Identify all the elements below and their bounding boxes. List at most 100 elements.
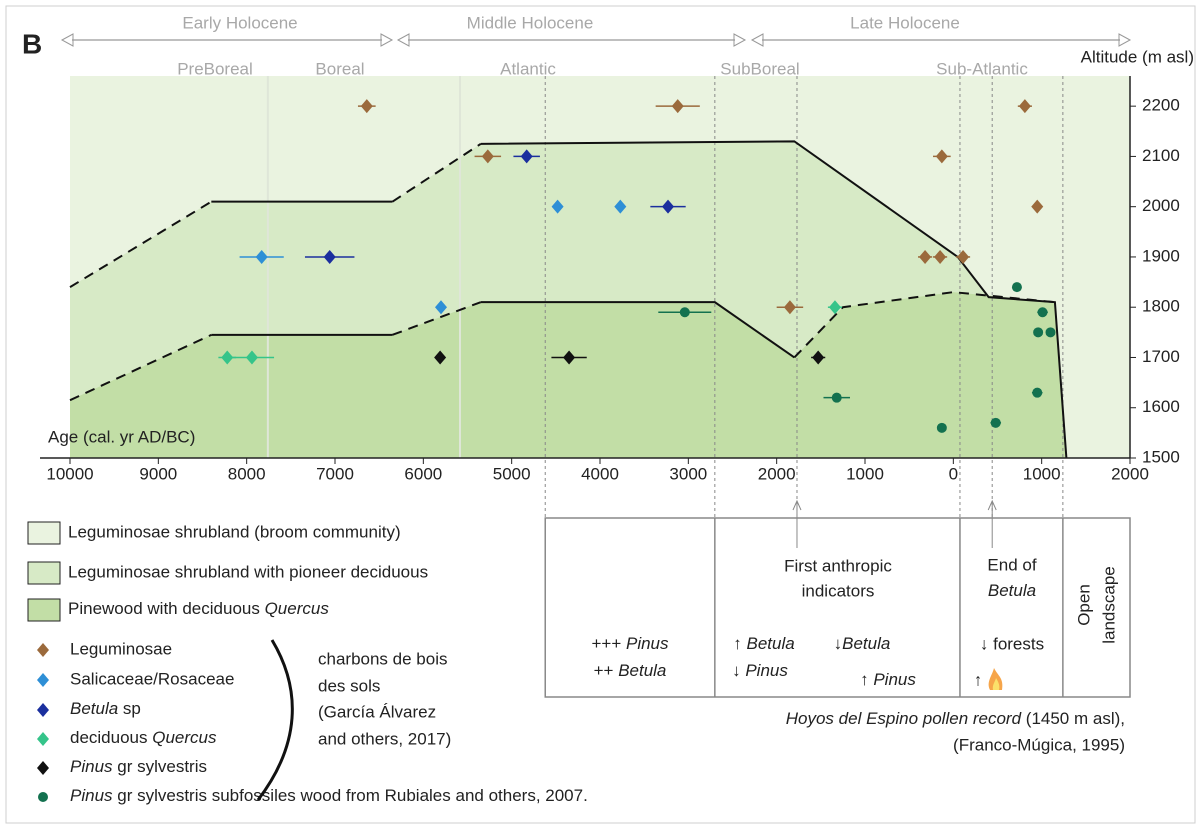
x-tick-label: 2000 [758, 464, 796, 483]
y-tick-label: 1900 [1142, 246, 1180, 265]
x-tick-label: 1000 [1023, 464, 1061, 483]
pollen-header: First anthropic [784, 556, 892, 575]
point [679, 307, 690, 318]
legend-label: Leguminosae [70, 639, 172, 658]
point [1037, 307, 1048, 318]
point [435, 300, 447, 315]
legend-label: Pinus gr sylvestris [70, 757, 207, 776]
x-tick-label: 1000 [846, 464, 884, 483]
y-axis-label: Altitude (m asl) [1081, 47, 1194, 66]
arrow-head [733, 33, 747, 47]
point [38, 792, 48, 802]
point [1031, 199, 1044, 214]
pollen-text: ++ Betula [594, 661, 667, 680]
legend-swatch [27, 561, 61, 585]
legend-label: Leguminosae shrubland with pioneer decid… [68, 562, 428, 581]
frame [5, 5, 1196, 824]
point [671, 99, 684, 114]
y-tick-label: 2200 [1142, 96, 1180, 115]
point [434, 350, 447, 365]
arrow-head [1118, 33, 1132, 47]
legend-swatch [27, 521, 61, 545]
legend-label: Betula sp [70, 699, 141, 718]
period-label: Late Holocene [850, 13, 960, 32]
point [936, 422, 947, 433]
x-tick-label: 7000 [316, 464, 354, 483]
panel-label: B [22, 28, 42, 59]
y-tick-label: 1800 [1142, 297, 1180, 316]
brace [256, 639, 294, 801]
arrow-head [792, 499, 802, 511]
point [934, 249, 947, 264]
point [37, 761, 49, 775]
point [662, 199, 675, 214]
legend-swatch [27, 598, 61, 622]
arrow-head [987, 499, 997, 511]
point [1032, 387, 1043, 398]
pollen-text: ↓Betula [834, 634, 891, 653]
point [37, 673, 49, 687]
point [1011, 282, 1022, 293]
point [481, 149, 494, 164]
pollen-caption: (Franco-Múgica, 1995) [953, 735, 1125, 754]
arrow-head [396, 33, 410, 47]
x-tick-label: 2000 [1111, 464, 1149, 483]
point [831, 392, 842, 403]
boundary-line [480, 140, 1068, 459]
x-tick-label: 0 [949, 464, 958, 483]
x-tick-label: 6000 [404, 464, 442, 483]
pollen-header: Open [1074, 584, 1093, 626]
legend-label: deciduous Quercus [70, 728, 217, 747]
boundary-line [69, 333, 212, 402]
y-tick-label: 2100 [1142, 146, 1180, 165]
point [919, 249, 932, 264]
fire-icon [992, 678, 1000, 690]
point [812, 350, 825, 365]
boundary-line [480, 301, 795, 359]
point [323, 249, 336, 264]
point [614, 199, 627, 214]
legend-group-label: (García Álvarez [318, 702, 436, 721]
legend-label: Pinewood with deciduous Quercus [68, 599, 329, 618]
point [935, 149, 948, 164]
point [255, 249, 268, 264]
point [37, 643, 49, 657]
point [957, 249, 970, 264]
pollen-text: ↑ Betula [733, 634, 794, 653]
pollen-text: ↑ [974, 670, 983, 689]
legend-group-label: des sols [318, 676, 380, 695]
legend-label: Leguminosae shrubland (broom community) [68, 522, 401, 541]
x-tick-label: 4000 [581, 464, 619, 483]
legend-label: Pinus gr sylvestris subfossiles wood fro… [70, 786, 588, 805]
legend-group-label: and others, 2017) [318, 729, 451, 748]
pollen-text: +++ Pinus [591, 634, 669, 653]
subperiod-label: PreBoreal [177, 59, 253, 78]
region-pinewood [70, 292, 1067, 458]
legend-group-label: charbons de bois [318, 649, 447, 668]
x-tick-label: 5000 [493, 464, 531, 483]
subperiod-label: SubBoreal [720, 59, 799, 78]
subperiod-label: Atlantic [500, 59, 556, 78]
point [551, 199, 564, 214]
pollen-caption: Hoyos del Espino pollen record (1450 m a… [786, 709, 1125, 728]
pollen-header: Betula [988, 581, 1036, 600]
point [828, 300, 841, 315]
pollen-header: End of [987, 555, 1036, 574]
legend-label: Salicaceae/Rosaceae [70, 669, 234, 688]
x-tick-label: 3000 [669, 464, 707, 483]
point [1045, 327, 1056, 338]
period-label: Early Holocene [182, 13, 297, 32]
point [245, 350, 258, 365]
y-tick-label: 1600 [1142, 397, 1180, 416]
pollen-text: ↓ forests [980, 634, 1044, 653]
point [990, 417, 1001, 428]
y-tick-label: 1700 [1142, 347, 1180, 366]
x-axis-label: Age (cal. yr AD/BC) [48, 427, 195, 446]
pollen-header: landscape [1099, 566, 1118, 644]
x-tick-label: 10000 [46, 464, 93, 483]
point [563, 350, 576, 365]
x-tick-label: 9000 [139, 464, 177, 483]
point [37, 732, 49, 746]
x-tick-label: 8000 [228, 464, 266, 483]
